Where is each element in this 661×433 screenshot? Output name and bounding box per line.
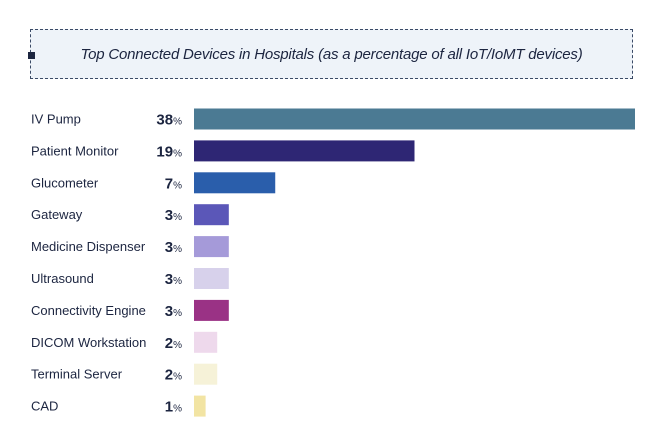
value-label: 2% <box>165 367 182 384</box>
category-label: Terminal Server <box>31 367 123 382</box>
category-label: IV Pump <box>31 112 81 127</box>
bar <box>194 363 218 385</box>
category-label: Medicine Dispenser <box>31 239 146 254</box>
category-label: DICOM Workstation <box>31 335 146 350</box>
bar <box>194 331 218 353</box>
category-label: CAD <box>31 399 58 414</box>
value-label: 3% <box>165 207 182 224</box>
value-label: 2% <box>165 335 182 352</box>
bar <box>194 140 415 162</box>
bar <box>194 204 229 226</box>
bar <box>194 268 229 289</box>
category-label: Ultrasound <box>31 271 94 286</box>
category-label: Connectivity Engine <box>31 303 146 318</box>
title-marker <box>28 52 35 59</box>
chart-title: Top Connected Devices in Hospitals (as a… <box>80 45 583 63</box>
chart-title-box: Top Connected Devices in Hospitals (as a… <box>28 29 633 79</box>
value-label: 3% <box>165 271 182 288</box>
bar <box>194 395 206 417</box>
value-label: 3% <box>165 303 182 320</box>
value-label: 3% <box>165 239 182 256</box>
bar <box>194 299 229 321</box>
bar <box>194 108 635 130</box>
category-label: Gateway <box>31 207 83 222</box>
category-label: Glucometer <box>31 175 99 190</box>
value-label: 19% <box>156 143 182 160</box>
value-label: 38% <box>156 112 182 129</box>
value-label: 1% <box>165 399 182 416</box>
category-label: Patient Monitor <box>31 143 119 158</box>
bar <box>194 236 229 258</box>
value-label: 7% <box>165 175 182 192</box>
bar <box>194 172 276 194</box>
